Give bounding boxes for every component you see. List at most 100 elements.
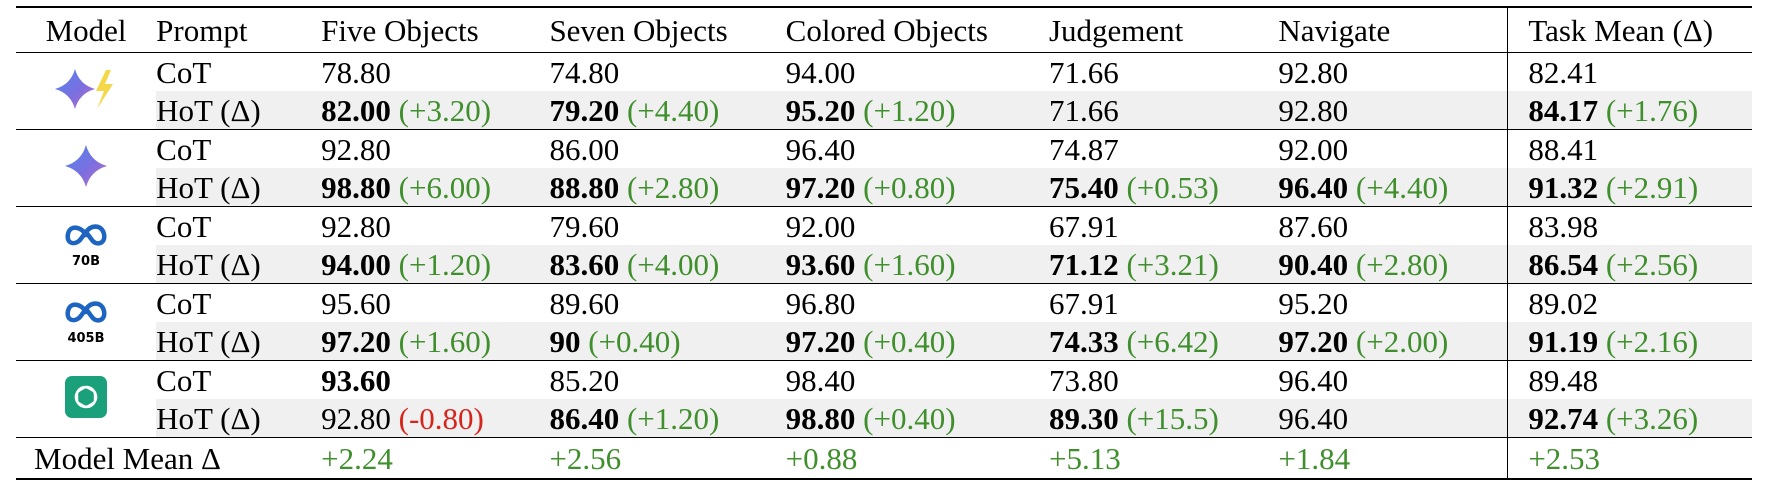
cell-five-objects: 94.00 (+1.20) xyxy=(321,245,550,284)
score-value: 97.20 xyxy=(1278,323,1349,359)
score-value: 79.20 xyxy=(549,92,620,128)
score-delta: (+4.40) xyxy=(1355,169,1449,205)
cell-five-objects: 92.80 (-0.80) xyxy=(321,399,550,438)
score-value: 92.80 xyxy=(1278,92,1349,128)
score-value: 96.80 xyxy=(785,285,856,321)
cell-judgement: 71.66 xyxy=(1049,53,1278,92)
prompt-cell: CoT xyxy=(156,362,212,398)
score-value: 82.00 xyxy=(321,92,391,128)
cell-colored-objects: 96.80 xyxy=(786,284,1049,323)
score-value: 98.40 xyxy=(785,362,856,398)
score-delta: (+6.42) xyxy=(1126,323,1219,359)
cot-row: 70B CoT 92.80 79.60 92.00 67.91 87.60 83.98 xyxy=(16,206,1752,269)
hot-row: HoT (Δ) 82.00 (+3.20) 79.20 (+4.40) 95.20 (… xyxy=(16,91,1752,130)
cell-judgement: 67.91 xyxy=(1049,207,1278,246)
cell-colored-objects: 97.20 (+0.40) xyxy=(785,322,1049,361)
score-value: 91.19 xyxy=(1528,323,1599,359)
score-value: 98.80 xyxy=(321,169,391,205)
cell-seven-objects: 90 (+0.40) xyxy=(549,322,786,361)
cell-five-objects: 95.60 xyxy=(321,284,549,323)
score-value: 92.00 xyxy=(785,208,856,244)
score-value: 91.32 xyxy=(1528,169,1599,205)
cell-five-objects: 92.80 xyxy=(321,130,549,169)
score-value: 88.41 xyxy=(1528,131,1599,167)
cell-judgement: 73.80 xyxy=(1049,361,1278,400)
cot-row: CoT 93.60 85.20 98.40 73.80 96.40 89.48 xyxy=(16,360,1752,418)
score-value: 86.00 xyxy=(549,131,620,167)
model-logo-cell xyxy=(16,53,156,130)
score-delta: (+1.60) xyxy=(863,246,956,282)
header-navigate: Navigate xyxy=(1278,12,1391,48)
header-task-mean: Task Mean (Δ) xyxy=(1507,7,1752,53)
score-value: 96.40 xyxy=(1278,362,1349,398)
cell-colored-objects: 92.00 xyxy=(786,207,1049,246)
openai-icon xyxy=(64,375,108,424)
score-value: 67.91 xyxy=(1048,208,1119,244)
results-table-container: Model Prompt Five Objects Seven Objects … xyxy=(16,6,1752,480)
score-value: 82.41 xyxy=(1528,54,1599,90)
score-value: 93.60 xyxy=(785,246,856,282)
cell-judgement: 71.12 (+3.21) xyxy=(1048,245,1279,284)
cell-five-objects: 92.80 xyxy=(321,207,549,246)
score-delta: (+0.40) xyxy=(863,400,956,436)
prompt-cell: HoT (Δ) xyxy=(156,91,322,130)
cell-seven-objects: 79.60 xyxy=(549,207,785,246)
score-delta: (+4.40) xyxy=(626,92,720,128)
cell-colored-objects: 93.60 (+1.60) xyxy=(785,245,1049,284)
cell-navigate: 87.60 xyxy=(1278,207,1507,246)
cell-colored-objects: 96.40 xyxy=(786,130,1049,169)
score-delta: (+1.20) xyxy=(863,92,956,128)
cell-task-mean: 86.54 (+2.56) xyxy=(1507,245,1752,284)
model-logo-cell xyxy=(16,361,156,438)
model-logo-cell: 405B xyxy=(16,284,156,361)
cell-seven-objects: 88.80 (+2.80) xyxy=(549,168,786,207)
cell-task-mean: 92.74 (+3.26) xyxy=(1507,399,1752,438)
model-logo-cell: 70B xyxy=(16,207,156,284)
cell-colored-objects: 94.00 xyxy=(786,53,1049,92)
score-delta: (+2.80) xyxy=(1355,246,1449,282)
score-value: 95.20 xyxy=(785,92,856,128)
cot-row: CoT 92.80 86.00 96.40 74.87 92.00 88.41 xyxy=(16,129,1752,187)
results-table: Model Prompt Five Objects Seven Objects … xyxy=(16,6,1752,480)
score-delta: (+1.60) xyxy=(398,323,492,359)
gemini-icon xyxy=(61,141,111,196)
score-value: 79.60 xyxy=(549,208,620,244)
cell-colored-objects: 98.80 (+0.40) xyxy=(785,399,1049,438)
score-value: 89.30 xyxy=(1048,400,1119,436)
cell-five-objects: 78.80 xyxy=(321,53,549,92)
score-value: 67.91 xyxy=(1048,285,1119,321)
score-value: 95.20 xyxy=(1278,285,1349,321)
score-value: 89.02 xyxy=(1528,285,1599,321)
score-value: 90 xyxy=(549,323,581,359)
model-size-label: 405B xyxy=(68,331,105,346)
cell-five-objects: 93.60 xyxy=(321,361,549,400)
score-delta: (+2.56) xyxy=(1605,246,1699,282)
cell-navigate: 90.40 (+2.80) xyxy=(1278,245,1508,284)
score-value: 94.00 xyxy=(321,246,391,282)
cell-task-mean: 84.17 (+1.76) xyxy=(1507,91,1752,130)
hot-row: HoT (Δ) 92.80 (-0.80) 86.40 (+1.20) 98.80 (… xyxy=(16,399,1752,438)
model-mean-colored-objects: +0.88 xyxy=(785,440,858,476)
prompt-cell: CoT xyxy=(156,285,212,321)
score-value: 97.20 xyxy=(785,169,856,205)
model-mean-task-mean: +2.53 xyxy=(1507,437,1752,479)
score-value: 71.66 xyxy=(1048,92,1119,128)
score-delta: (+2.16) xyxy=(1605,323,1699,359)
header-model: Model xyxy=(45,12,127,48)
cot-row: 405B CoT 95.60 89.60 96.80 67.91 95.20 89.02 xyxy=(16,283,1752,346)
header-row: Model Prompt Five Objects Seven Objects … xyxy=(16,7,1752,53)
score-delta: (+3.21) xyxy=(1126,246,1219,282)
cell-navigate: 92.80 xyxy=(1278,91,1508,130)
header-seven-objects: Seven Objects xyxy=(549,12,728,48)
score-delta: (+0.40) xyxy=(588,323,681,359)
model-size-label: 70B xyxy=(72,254,100,269)
prompt-cell: CoT xyxy=(156,208,212,244)
cell-task-mean: 89.02 xyxy=(1507,283,1752,322)
header-prompt: Prompt xyxy=(156,12,248,48)
cell-task-mean: 91.32 (+2.91) xyxy=(1507,168,1752,207)
score-value: 87.60 xyxy=(1278,208,1349,244)
cell-seven-objects: 74.80 xyxy=(549,53,785,92)
score-delta: (+0.80) xyxy=(863,169,956,205)
model-mean-label: Model Mean Δ xyxy=(34,440,221,476)
model-mean-navigate: +1.84 xyxy=(1278,440,1351,476)
